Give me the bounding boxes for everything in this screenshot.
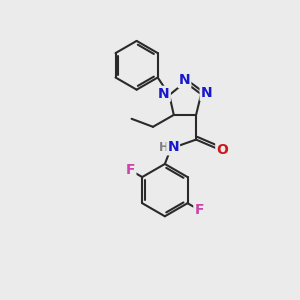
- Text: F: F: [126, 164, 135, 177]
- Text: N: N: [158, 87, 170, 101]
- Text: N: N: [167, 140, 179, 154]
- Text: N: N: [179, 73, 190, 87]
- Text: N: N: [201, 86, 212, 100]
- Text: H: H: [159, 141, 169, 154]
- Text: O: O: [216, 143, 228, 157]
- Text: F: F: [194, 203, 204, 217]
